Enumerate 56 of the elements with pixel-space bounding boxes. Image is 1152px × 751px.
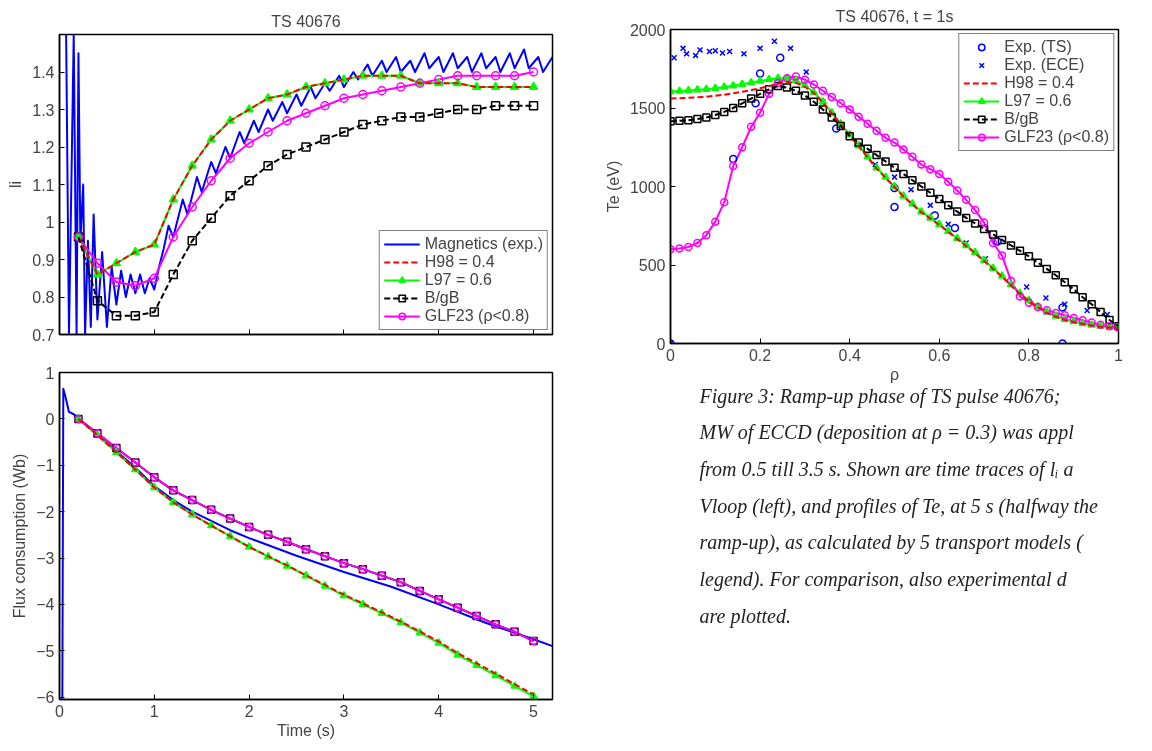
text: are plotted.: [699, 604, 791, 628]
y-tick-label: 1000: [629, 178, 666, 196]
y-tick-label: −3: [36, 550, 55, 568]
y-tick-label: 0: [656, 335, 666, 353]
legend-label: Exp. (ECE): [1004, 56, 1085, 74]
x-tick-label: 0.4: [838, 346, 861, 364]
y-tick-label: 1: [45, 214, 55, 231]
y-tick-label: 1: [45, 364, 55, 382]
y-axis-title: Flux consumption (Wb): [11, 453, 29, 619]
y-tick-label: 0.9: [32, 251, 55, 269]
x-axis-title: Time (s): [276, 721, 336, 739]
x-tick-label: 0.2: [748, 346, 772, 364]
x-tick-label: 2: [244, 702, 254, 720]
legend-label: H98 = 0.4: [1004, 74, 1075, 92]
y-tick-label: −2: [36, 503, 55, 521]
x-tick-label: 1: [149, 702, 159, 720]
x-tick-label: 0.8: [1017, 346, 1041, 364]
y-tick-label: 500: [638, 257, 666, 274]
y-tick-label: 0.8: [32, 289, 55, 306]
legend-label: Exp. (TS): [1004, 38, 1072, 56]
y-tick-label: −5: [36, 642, 55, 660]
y-tick-label: −4: [36, 596, 55, 614]
y-tick-label: 1.1: [32, 176, 55, 194]
text: legend). For comparison, also experimental d: [699, 568, 1068, 592]
legend-label: GLF23 (ρ<0.8): [1004, 128, 1109, 146]
y-tick-label: 1500: [629, 100, 666, 117]
legend-label: B/gB: [1004, 110, 1039, 128]
legend-label: B/gB: [424, 289, 460, 307]
y-tick-label: 1.4: [32, 64, 55, 81]
x-tick-label: 3: [339, 702, 349, 720]
y-tick-label: 2000: [629, 21, 666, 39]
y-axis-title: Te (eV): [604, 160, 622, 213]
text: from 0.5 till 3.5 s. Shown are time traces of lᵢ a: [699, 458, 1074, 482]
x-tick-label: 5: [529, 702, 539, 720]
y-tick-label: 1.3: [32, 101, 55, 119]
x-tick-label: 1: [1114, 346, 1124, 364]
y-tick-label: 0.7: [32, 326, 55, 344]
chart-title: TS 40676, t = 1s: [835, 7, 954, 25]
text: Vloop (left), and profiles of Te, at 5 s (halfway the: [699, 494, 1099, 518]
y-tick-label: −6: [36, 689, 55, 707]
y-tick-label: 0: [45, 410, 55, 428]
y-tick-label: −1: [36, 457, 55, 475]
x-tick-label: 4: [434, 702, 444, 720]
legend-label: GLF23 (ρ<0.8): [424, 307, 530, 325]
y-tick-label: 1.2: [32, 139, 55, 156]
legend-label: H98 = 0.4: [424, 253, 495, 271]
text: ramp-up), as calculated by 5 transport models (: [699, 531, 1085, 555]
x-tick-label: 0.6: [928, 346, 951, 364]
legend-label: Magnetics (exp.): [424, 235, 543, 253]
chart-title: TS 40676: [271, 12, 341, 30]
legend-label: L97 = 0.6: [424, 271, 492, 289]
text: MW of ECCD (deposition at ρ = 0.3) was appl: [698, 421, 1075, 445]
caption: Figure 3: Ramp-up phase of TS pulse 40676;: [698, 384, 1061, 408]
y-axis-title: li: [7, 180, 25, 189]
x-axis-title: ρ: [889, 365, 900, 383]
legend-label: L97 = 0.6: [1004, 92, 1072, 110]
